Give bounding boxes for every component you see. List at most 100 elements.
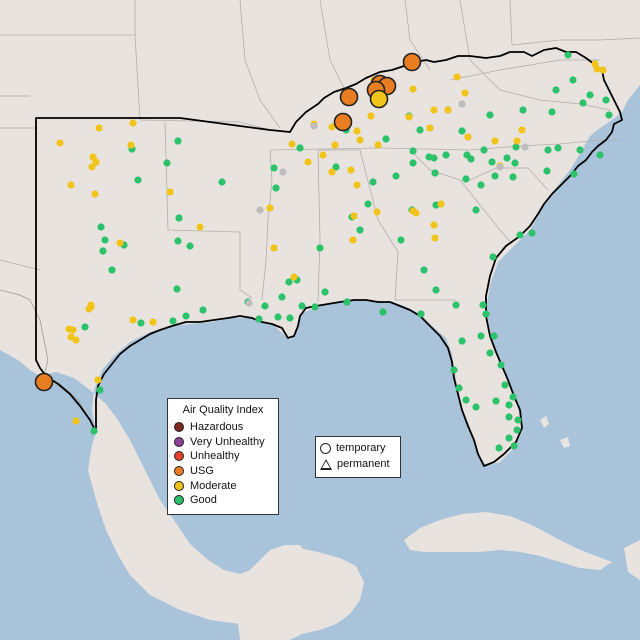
good-monitor-marker[interactable] bbox=[182, 312, 190, 320]
good-monitor-marker[interactable] bbox=[472, 206, 480, 214]
good-monitor-marker[interactable] bbox=[311, 303, 319, 311]
good-monitor-marker[interactable] bbox=[420, 266, 428, 274]
moderate-monitor-marker[interactable] bbox=[196, 223, 204, 231]
moderate-monitor-marker[interactable] bbox=[72, 417, 80, 425]
moderate-monitor-marker[interactable] bbox=[94, 376, 102, 384]
good-monitor-marker[interactable] bbox=[528, 229, 536, 237]
good-monitor-marker[interactable] bbox=[570, 170, 578, 178]
moderate-monitor-marker[interactable] bbox=[266, 204, 274, 212]
good-monitor-marker[interactable] bbox=[397, 236, 405, 244]
good-monitor-marker[interactable] bbox=[286, 314, 294, 322]
good-monitor-marker[interactable] bbox=[501, 381, 509, 389]
good-monitor-marker[interactable] bbox=[356, 226, 364, 234]
good-monitor-marker[interactable] bbox=[586, 91, 594, 99]
good-monitor-marker[interactable] bbox=[462, 175, 470, 183]
moderate-monitor-marker[interactable] bbox=[127, 141, 135, 149]
good-monitor-marker[interactable] bbox=[569, 76, 577, 84]
good-monitor-marker[interactable] bbox=[514, 416, 522, 424]
good-monitor-marker[interactable] bbox=[548, 108, 556, 116]
good-monitor-marker[interactable] bbox=[543, 167, 551, 175]
moderate-monitor-marker[interactable] bbox=[430, 221, 438, 229]
good-monitor-marker[interactable] bbox=[503, 154, 511, 162]
moderate-monitor-marker[interactable] bbox=[166, 188, 174, 196]
good-monitor-marker[interactable] bbox=[296, 144, 304, 152]
good-monitor-marker[interactable] bbox=[472, 403, 480, 411]
good-monitor-marker[interactable] bbox=[516, 231, 524, 239]
moderate-monitor-marker[interactable] bbox=[349, 236, 357, 244]
moderate-monitor-marker[interactable] bbox=[430, 106, 438, 114]
good-monitor-marker[interactable] bbox=[602, 96, 610, 104]
good-monitor-marker[interactable] bbox=[510, 442, 518, 450]
good-monitor-marker[interactable] bbox=[490, 332, 498, 340]
good-monitor-marker[interactable] bbox=[81, 323, 89, 331]
moderate-monitor-marker[interactable] bbox=[437, 200, 445, 208]
good-monitor-marker[interactable] bbox=[298, 302, 306, 310]
good-monitor-marker[interactable] bbox=[199, 306, 207, 314]
moderate-monitor-marker[interactable] bbox=[409, 85, 417, 93]
good-monitor-marker[interactable] bbox=[482, 310, 490, 318]
moderate-monitor-marker[interactable] bbox=[290, 273, 298, 281]
moderate-monitor-marker[interactable] bbox=[518, 126, 526, 134]
moderate-monitor-marker[interactable] bbox=[67, 333, 75, 341]
moderate-monitor-marker[interactable] bbox=[353, 127, 361, 135]
good-monitor-marker[interactable] bbox=[489, 253, 497, 261]
good-monitor-marker[interactable] bbox=[576, 146, 584, 154]
moderate-monitor-marker[interactable] bbox=[328, 168, 336, 176]
good-monitor-marker[interactable] bbox=[175, 214, 183, 222]
good-monitor-marker[interactable] bbox=[491, 172, 499, 180]
good-monitor-marker[interactable] bbox=[431, 169, 439, 177]
good-monitor-marker[interactable] bbox=[379, 308, 387, 316]
moderate-monitor-marker[interactable] bbox=[304, 158, 312, 166]
good-monitor-marker[interactable] bbox=[409, 147, 417, 155]
good-monitor-marker[interactable] bbox=[174, 137, 182, 145]
moderate-monitor-marker[interactable] bbox=[347, 166, 355, 174]
good-monitor-marker[interactable] bbox=[364, 200, 372, 208]
moderate-monitor-marker[interactable] bbox=[331, 141, 339, 149]
good-monitor-marker[interactable] bbox=[596, 151, 604, 159]
no-data-monitor-marker[interactable] bbox=[458, 100, 466, 108]
good-monitor-marker[interactable] bbox=[174, 237, 182, 245]
good-monitor-marker[interactable] bbox=[492, 397, 500, 405]
good-monitor-marker[interactable] bbox=[108, 266, 116, 274]
good-monitor-marker[interactable] bbox=[442, 151, 450, 159]
moderate-monitor-marker[interactable] bbox=[513, 137, 521, 145]
moderate-monitor-marker[interactable] bbox=[412, 209, 420, 217]
moderate-monitor-marker[interactable] bbox=[88, 163, 96, 171]
good-monitor-marker[interactable] bbox=[497, 361, 505, 369]
good-monitor-marker[interactable] bbox=[480, 146, 488, 154]
good-monitor-marker[interactable] bbox=[97, 223, 105, 231]
moderate-monitor-marker[interactable] bbox=[491, 137, 499, 145]
good-monitor-marker[interactable] bbox=[101, 236, 109, 244]
moderate-monitor-marker[interactable] bbox=[129, 119, 137, 127]
moderate-monitor-marker[interactable] bbox=[149, 318, 157, 326]
moderate-monitor-marker[interactable] bbox=[464, 133, 472, 141]
good-monitor-marker[interactable] bbox=[316, 244, 324, 252]
good-monitor-marker[interactable] bbox=[605, 111, 613, 119]
moderate-monitor-marker[interactable] bbox=[56, 139, 64, 147]
moderate-monitor-marker[interactable] bbox=[69, 326, 77, 334]
usg-monitor-marker[interactable] bbox=[339, 87, 359, 107]
good-monitor-marker[interactable] bbox=[332, 163, 340, 171]
good-monitor-marker[interactable] bbox=[96, 386, 104, 394]
moderate-monitor-marker[interactable] bbox=[356, 136, 364, 144]
good-monitor-marker[interactable] bbox=[430, 154, 438, 162]
moderate-monitor-marker[interactable] bbox=[373, 208, 381, 216]
no-data-monitor-marker[interactable] bbox=[256, 206, 264, 214]
good-monitor-marker[interactable] bbox=[343, 298, 351, 306]
good-monitor-marker[interactable] bbox=[455, 384, 463, 392]
good-monitor-marker[interactable] bbox=[99, 247, 107, 255]
good-monitor-marker[interactable] bbox=[554, 144, 562, 152]
no-data-monitor-marker[interactable] bbox=[245, 299, 253, 307]
good-monitor-marker[interactable] bbox=[477, 332, 485, 340]
moderate-monitor-marker[interactable] bbox=[129, 316, 137, 324]
good-monitor-marker[interactable] bbox=[270, 164, 278, 172]
good-monitor-marker[interactable] bbox=[417, 310, 425, 318]
moderate-monitor-marker[interactable] bbox=[444, 106, 452, 114]
good-monitor-marker[interactable] bbox=[477, 181, 485, 189]
good-monitor-marker[interactable] bbox=[261, 302, 269, 310]
good-monitor-marker[interactable] bbox=[382, 135, 390, 143]
good-monitor-marker[interactable] bbox=[462, 396, 470, 404]
good-monitor-marker[interactable] bbox=[173, 285, 181, 293]
good-monitor-marker[interactable] bbox=[579, 99, 587, 107]
no-data-monitor-marker[interactable] bbox=[496, 163, 504, 171]
